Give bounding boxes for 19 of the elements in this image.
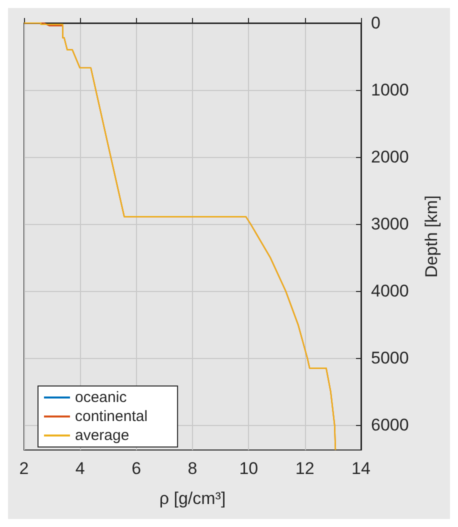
- y-tick-label: 1000: [371, 80, 409, 100]
- x-axis-title: ρ [g/cm³]: [159, 489, 226, 508]
- y-tick-label: 2000: [371, 148, 409, 167]
- x-tick-label: 8: [188, 459, 198, 478]
- legend-label: average: [75, 427, 130, 444]
- legend-label: oceanic: [75, 389, 128, 406]
- x-tick-label: 10: [239, 459, 258, 478]
- x-tick-label: 12: [295, 459, 314, 478]
- x-tick-label: 4: [75, 459, 85, 478]
- x-tick-label: 2: [19, 459, 29, 478]
- legend-label: continental: [75, 408, 148, 425]
- y-tick-label: 4000: [371, 282, 409, 301]
- x-tick-label: 14: [352, 459, 370, 478]
- y-axis-title: Depth [km]: [422, 195, 441, 278]
- y-tick-label: 3000: [371, 214, 409, 234]
- y-tick-label: 5000: [371, 348, 409, 368]
- y-tick-label: 0: [371, 14, 380, 32]
- y-tick-label: 6000: [371, 416, 409, 435]
- x-tick-label: 6: [132, 459, 142, 478]
